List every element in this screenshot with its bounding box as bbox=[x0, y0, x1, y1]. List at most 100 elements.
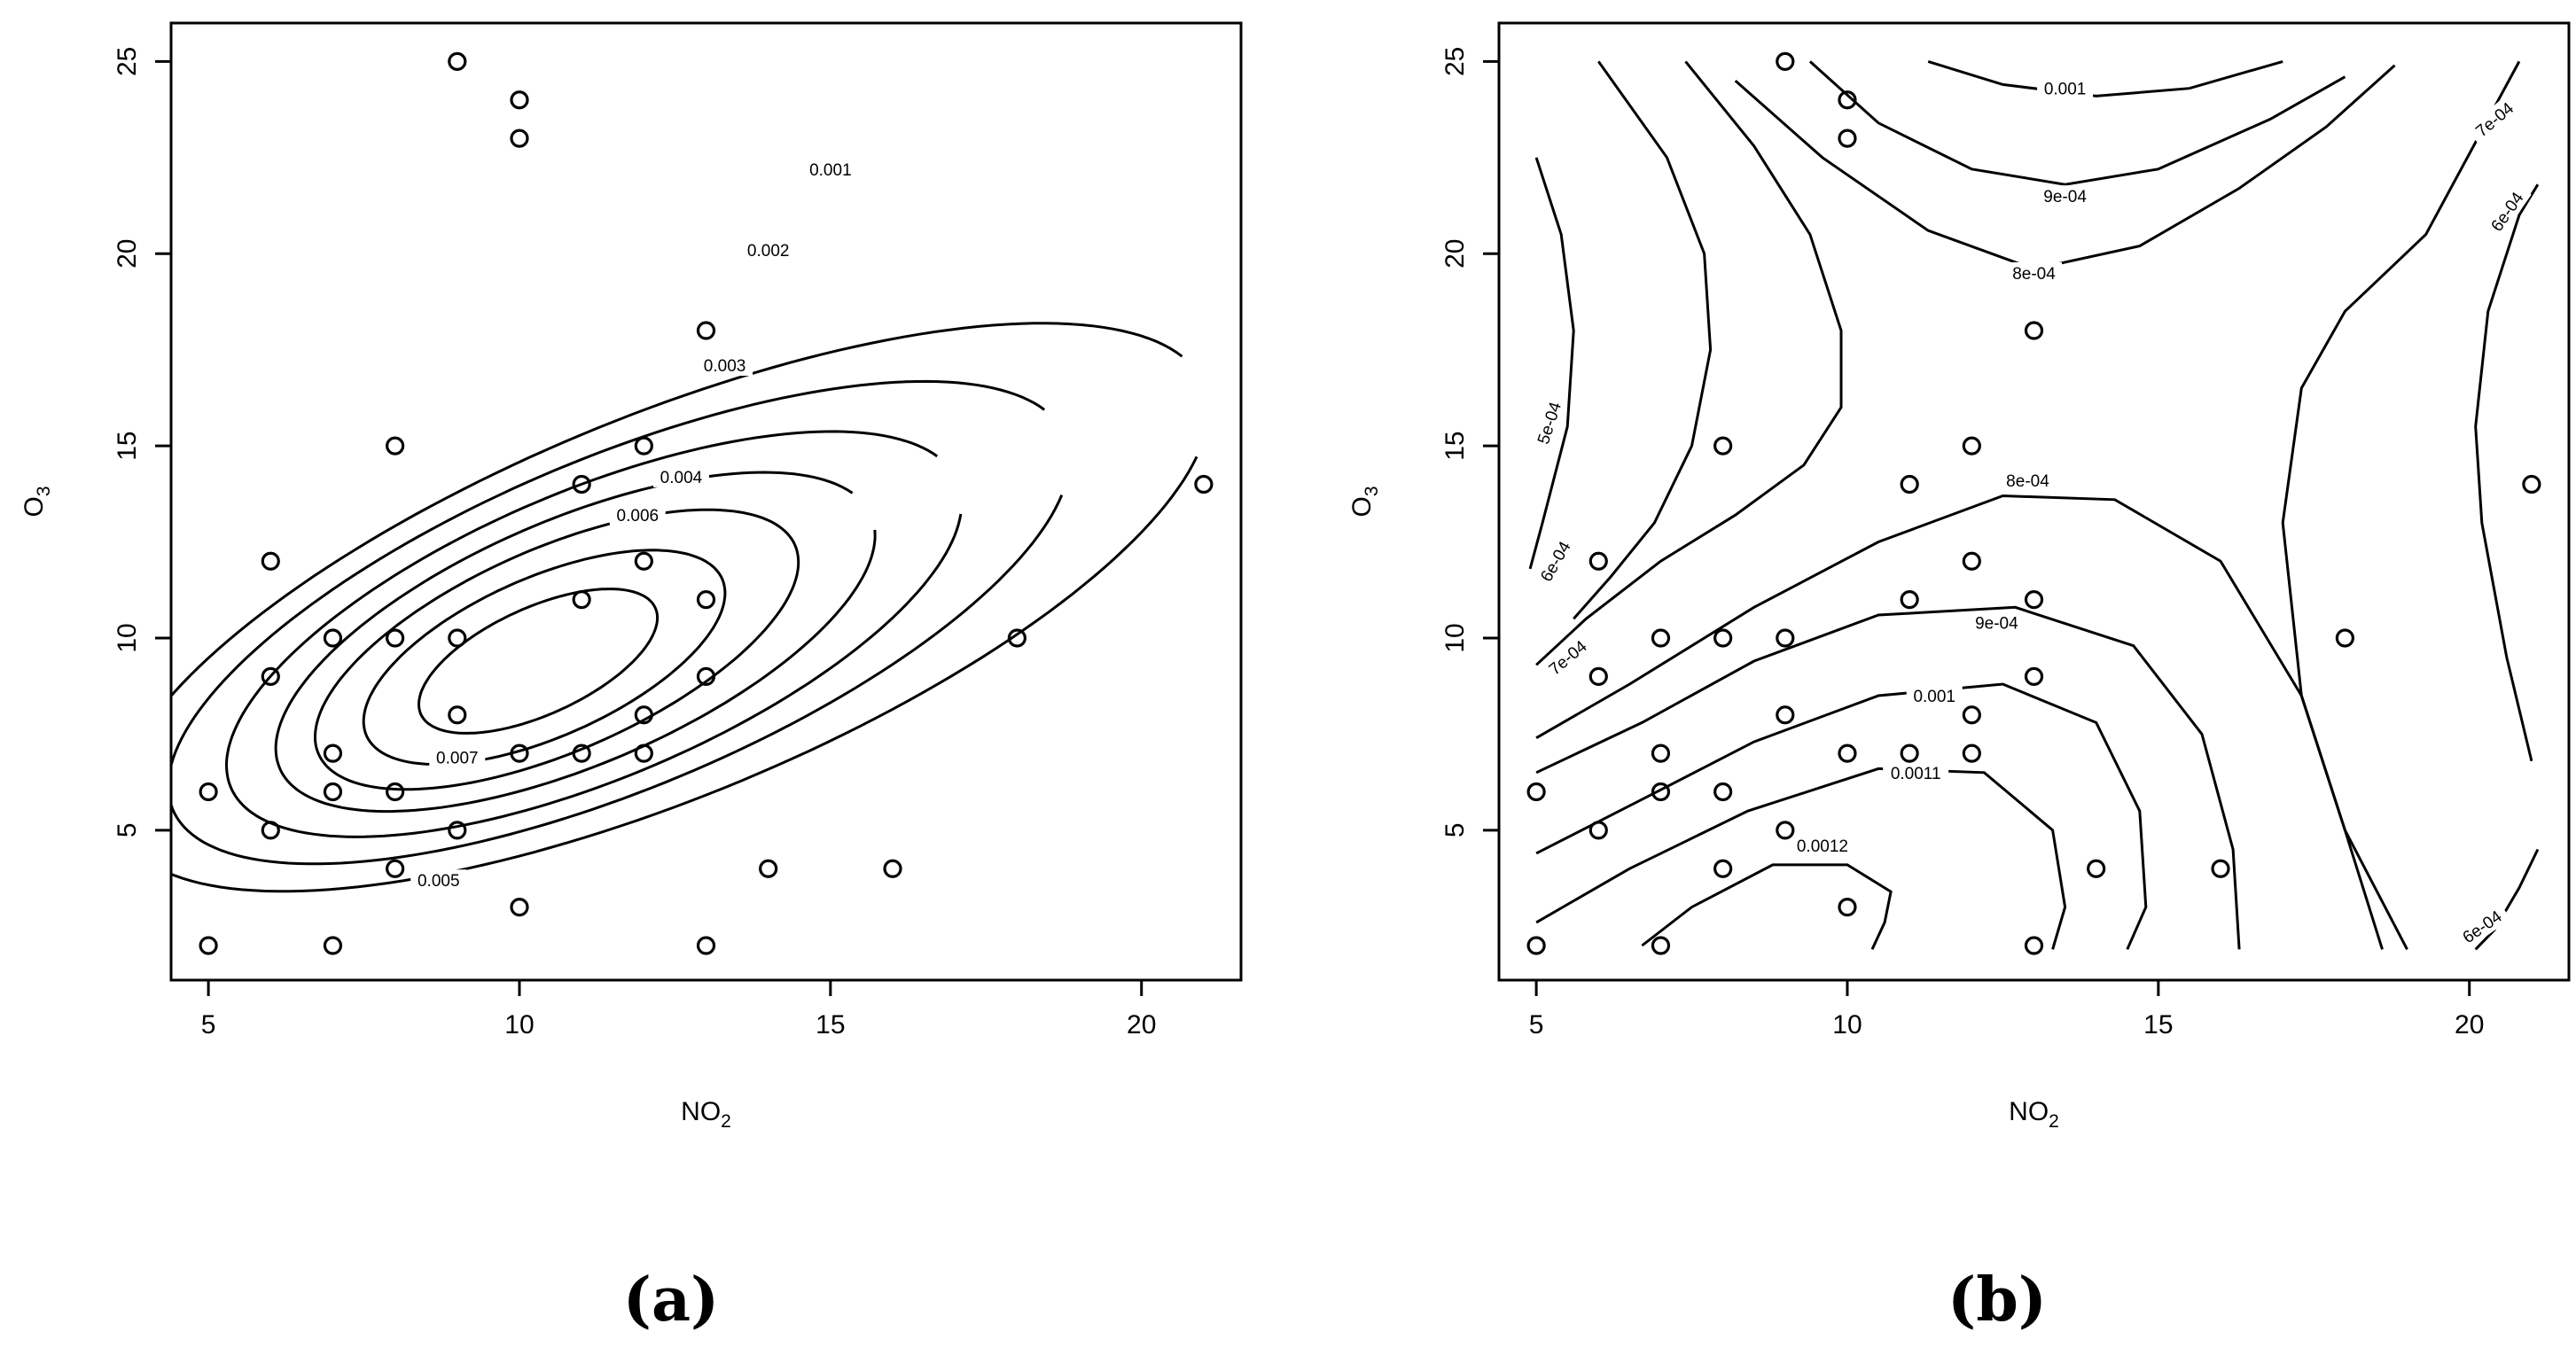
data-point-b bbox=[1776, 628, 1795, 648]
contour-label-bg-a bbox=[410, 869, 467, 892]
contour-label-b: 7e-04 bbox=[2465, 92, 2523, 145]
data-point-b bbox=[2087, 859, 2106, 878]
data-point-b bbox=[1589, 821, 1608, 840]
data-point-a bbox=[510, 897, 529, 917]
x-tick-label-b: 10 bbox=[1832, 1010, 1862, 1039]
contour-label-a: 0.005 bbox=[410, 869, 467, 892]
contour-label-bg-a bbox=[429, 746, 486, 768]
data-point-b bbox=[1962, 436, 1981, 455]
contour-label-text-a: 0.007 bbox=[436, 749, 479, 767]
contour-line-b bbox=[2281, 60, 2521, 950]
data-point-b bbox=[1838, 897, 1857, 917]
contour-line-b bbox=[1573, 60, 1713, 620]
contour-line-b bbox=[1535, 682, 2148, 950]
x-tick-label-b: 20 bbox=[2455, 1010, 2484, 1039]
y-tick-label-a: 5 bbox=[113, 822, 142, 837]
y-tick-label-b: 20 bbox=[1440, 239, 1470, 269]
data-point-a bbox=[261, 666, 280, 686]
data-point-b bbox=[1900, 744, 1919, 763]
contour-line-b bbox=[1734, 64, 2396, 271]
data-point-b bbox=[1713, 782, 1733, 802]
x-tick-label-a: 10 bbox=[504, 1010, 534, 1039]
data-point-b bbox=[1589, 666, 1608, 686]
contour-line-b bbox=[1535, 494, 2384, 950]
panel-a: 5 10 15 20510152025NO2O30.0010.0020.0030.00… bbox=[20, 21, 1243, 1132]
contour-label-b: 0.001 bbox=[2037, 77, 2094, 99]
data-point-b bbox=[1589, 551, 1608, 571]
y-axis-title-a: O3 bbox=[20, 486, 54, 517]
contour-label-bg-b bbox=[1906, 685, 1963, 707]
y-tick-label-a: 25 bbox=[113, 47, 142, 76]
x-tick-label-a: 15 bbox=[816, 1010, 845, 1039]
y-tick-label-b: 15 bbox=[1440, 431, 1470, 460]
data-point-b bbox=[2024, 321, 2044, 340]
contour-label-b: 0.001 bbox=[1906, 685, 1963, 707]
data-point-a bbox=[510, 90, 529, 110]
contour-label-bg-b bbox=[1968, 611, 2025, 634]
contour-label-text-b: 9e-04 bbox=[2043, 188, 2087, 206]
data-point-a bbox=[199, 936, 218, 955]
contour-line-a bbox=[314, 508, 800, 791]
contour-label-b: 8e-04 bbox=[2006, 261, 2062, 284]
y-axis-title-sub-a: 3 bbox=[34, 486, 54, 496]
contour-label-a: 0.006 bbox=[609, 504, 666, 526]
data-point-a bbox=[323, 744, 343, 763]
contour-line-b bbox=[1535, 605, 2241, 950]
x-tick-label-a: 5 bbox=[201, 1010, 216, 1039]
data-point-a bbox=[1007, 628, 1026, 648]
data-point-b bbox=[1900, 474, 1919, 494]
y-axis-title-sub-b: 3 bbox=[1362, 486, 1382, 496]
panel-tag-a: (a) bbox=[623, 1265, 719, 1335]
contour-label-b: 7e-04 bbox=[1539, 631, 1596, 684]
data-point-b bbox=[1962, 551, 1981, 571]
data-point-a bbox=[883, 859, 902, 878]
data-point-a bbox=[634, 436, 653, 455]
contour-label-text-b: 9e-04 bbox=[1975, 615, 2018, 634]
data-point-a bbox=[696, 936, 716, 955]
data-point-b bbox=[1776, 705, 1795, 725]
contour-label-bg-b bbox=[1883, 761, 1949, 783]
plot-frame-b bbox=[1497, 21, 2571, 982]
contour-label-bg-a bbox=[609, 504, 666, 526]
contour-label-bg-a bbox=[652, 465, 709, 487]
data-point-b bbox=[1900, 590, 1919, 610]
y-tick-label-b: 5 bbox=[1440, 822, 1470, 837]
data-point-a bbox=[696, 321, 716, 340]
data-point-a bbox=[510, 744, 529, 763]
contour-label-bg-a bbox=[697, 354, 753, 377]
x-tick-label-a: 20 bbox=[1127, 1010, 1156, 1039]
data-point-a bbox=[572, 474, 591, 494]
contour-label-b: 0.0011 bbox=[1883, 761, 1949, 783]
contour-label-text-b: 8e-04 bbox=[2012, 265, 2056, 284]
x-axis-title-b: NO2 bbox=[2009, 1097, 2059, 1132]
contour-line-b bbox=[2474, 848, 2540, 951]
contour-line-b bbox=[1641, 863, 1893, 950]
contour-line-b bbox=[1528, 157, 1575, 570]
data-point-a bbox=[323, 628, 343, 648]
contour-label-bg-b bbox=[2037, 185, 2094, 207]
data-point-a bbox=[696, 590, 716, 610]
data-point-a bbox=[261, 551, 280, 571]
data-point-b bbox=[2211, 859, 2230, 878]
contour-line-a bbox=[171, 379, 1064, 866]
contour-label-bg-b bbox=[1789, 835, 1855, 857]
contour-label-b: 9e-04 bbox=[2037, 185, 2094, 207]
data-point-b bbox=[1651, 744, 1671, 763]
x-tick-label-b: 5 bbox=[1529, 1010, 1544, 1039]
panel-b: 5 10 15 20 5 10 15 20 25 NO2 O3 0.001 9e-04 8e-04 7e-0… bbox=[1347, 21, 2571, 1132]
data-point-a bbox=[386, 628, 405, 648]
data-point-a bbox=[634, 551, 653, 571]
data-point-a bbox=[759, 859, 778, 878]
contour-label-a: 0.001 bbox=[802, 158, 859, 180]
data-point-b bbox=[1526, 782, 1546, 802]
contour-label-b: 0.0012 bbox=[1789, 835, 1855, 857]
y-tick-label-b: 10 bbox=[1440, 623, 1470, 652]
contour-line-a bbox=[417, 588, 660, 735]
data-point-b bbox=[1838, 744, 1857, 763]
contour-label-b: 9e-04 bbox=[1968, 611, 2025, 634]
contour-line-b bbox=[2474, 183, 2540, 762]
contour-label-bg-b bbox=[2481, 182, 2532, 241]
contour-label-bg-a bbox=[802, 158, 859, 180]
y-tick-label-a: 20 bbox=[113, 239, 142, 269]
